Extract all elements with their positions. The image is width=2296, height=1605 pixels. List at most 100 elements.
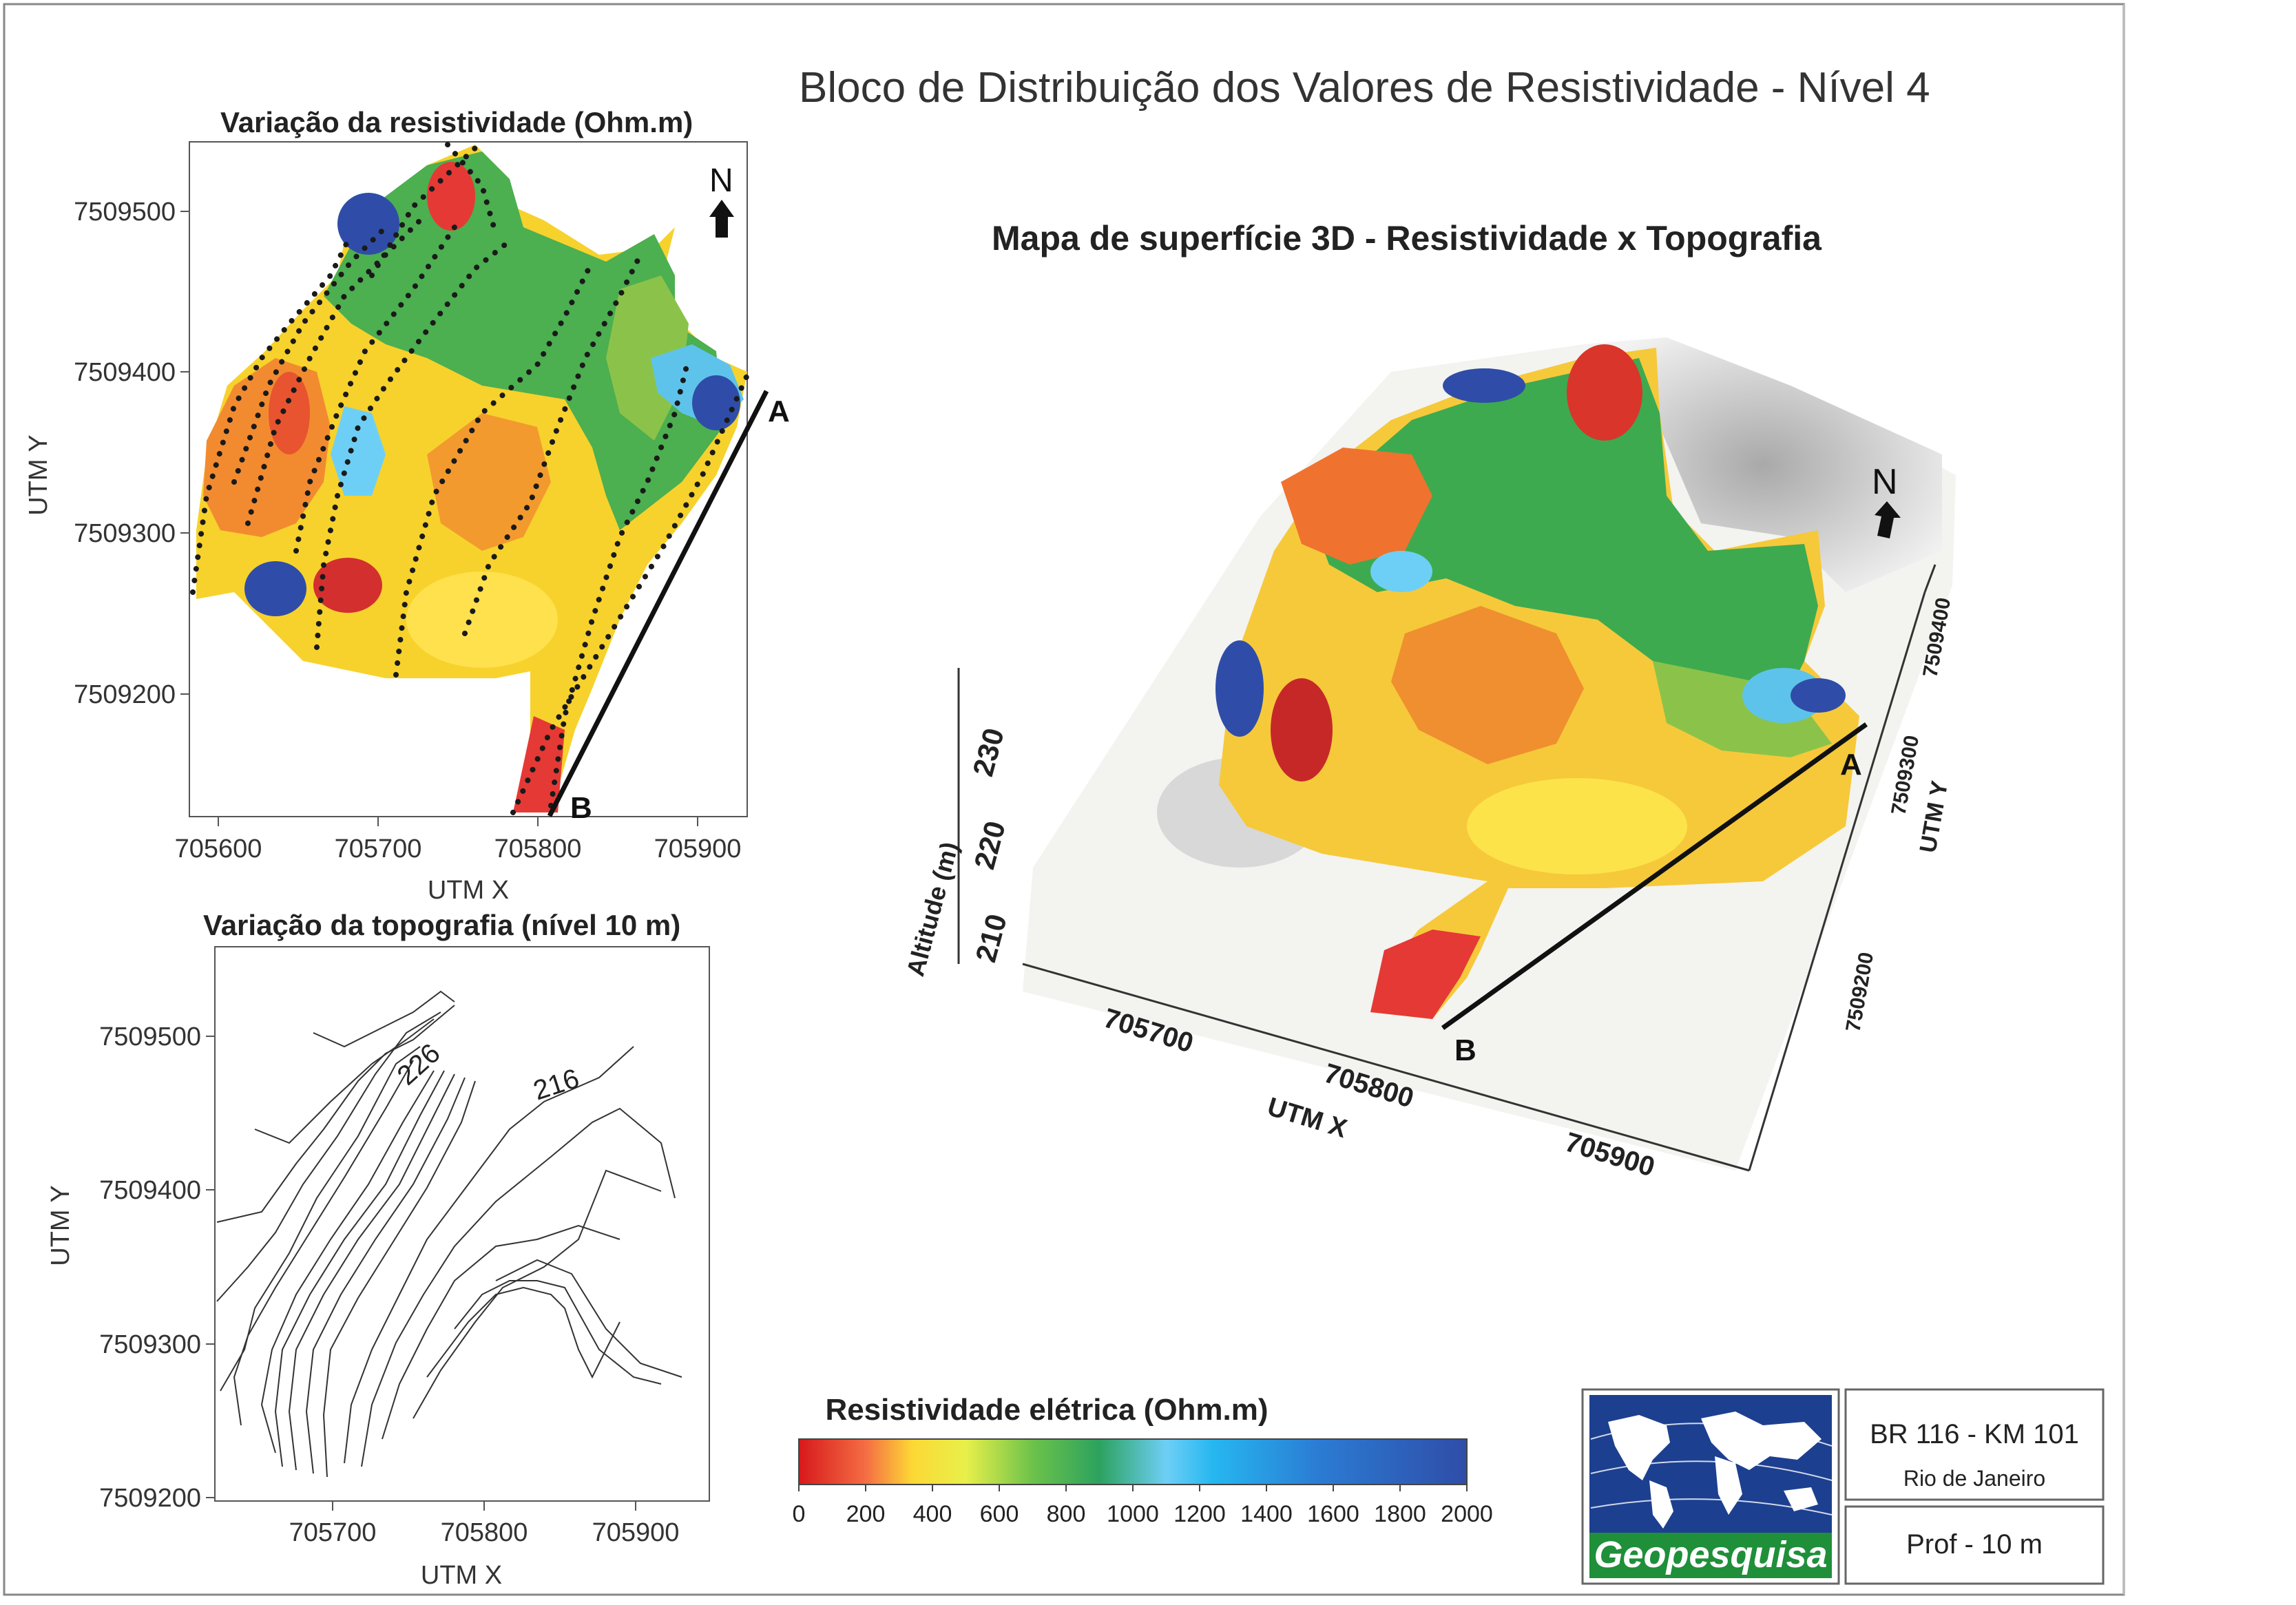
contour-line	[305, 1077, 466, 1474]
survey-line-9	[548, 355, 691, 808]
survey-line-5	[314, 238, 512, 650]
surface-y-tick-7509200: 7509200	[1841, 950, 1878, 1034]
title-block: Geopesquisa BR 116 - KM 101 Rio de Janei…	[1581, 1388, 2105, 1585]
contour-line	[254, 1018, 435, 1144]
resistivity-anomaly-blue-southwest	[244, 561, 306, 616]
surface-3d-green	[1308, 358, 1818, 689]
resistivity-map: Variação da resistividade (Ohm.m)	[24, 106, 790, 905]
topography-map-axis-ticks	[206, 1036, 636, 1511]
resistivity-map-title: Variação da resistividade (Ohm.m)	[220, 106, 693, 138]
topo-y-tick-7509500: 7509500	[99, 1022, 201, 1051]
topography-contours	[216, 990, 682, 1478]
colorbar-tick: 0	[793, 1501, 806, 1527]
resistivity-map-axis-ticks	[180, 211, 698, 826]
x-tick-705700: 705700	[335, 835, 422, 863]
contour-line	[361, 1107, 676, 1467]
z-tick-230: 230	[966, 724, 1010, 779]
depth-box	[1844, 1505, 2105, 1585]
colorbar-tick: 600	[980, 1501, 1019, 1527]
resistivity-anomaly-red-southwest	[313, 558, 382, 613]
x-axis-line	[1022, 963, 1750, 1172]
contour-line	[322, 1080, 476, 1478]
contour-line	[426, 1286, 620, 1379]
topo-y-tick-7509200: 7509200	[99, 1484, 201, 1513]
y-tick-7509500: 7509500	[74, 198, 176, 227]
profile-label-b: B	[570, 791, 592, 825]
resistivity-anomaly-red-west	[269, 372, 310, 454]
contour-line	[413, 1169, 662, 1419]
topo-x-tick-705700: 705700	[289, 1518, 377, 1547]
surface-3d: Mapa de superfície 3D - Resistividade x …	[901, 219, 1956, 1183]
surface-3d-yellow-south	[1467, 778, 1687, 874]
surface-3d-cyan	[1370, 551, 1432, 592]
survey-line-1	[190, 231, 354, 595]
logo-name-band	[1589, 1533, 1832, 1578]
survey-line-3	[245, 218, 423, 526]
project-name: BR 116 - KM 101	[1870, 1419, 2079, 1449]
contour-line	[313, 990, 455, 1048]
surface-north-arrow-icon	[1875, 501, 1901, 538]
colorbar-tick: 1200	[1173, 1501, 1226, 1527]
colorbar-tick: 1600	[1307, 1501, 1359, 1527]
surface-3d-lightgreen	[1653, 661, 1832, 757]
profile-label-a: A	[768, 395, 790, 428]
surface-y-axis-label: UTM Y	[1914, 779, 1953, 854]
surface-3d-red-south	[1370, 930, 1481, 1019]
colorbar-tick: 1400	[1240, 1501, 1293, 1527]
topo-y-tick-7509300: 7509300	[99, 1330, 201, 1359]
x-tick-705800: 705800	[494, 835, 582, 863]
resistivity-anomaly-blue-north	[337, 193, 399, 255]
topography-map-frame	[214, 946, 710, 1502]
topo-x-axis-label: UTM X	[421, 1561, 502, 1590]
contour-line	[216, 1005, 455, 1223]
survey-line-4	[293, 224, 457, 554]
surface-hill-shade	[1584, 337, 1942, 592]
surface-3d-blue-east	[1791, 678, 1846, 713]
colorbar: Resistividade elétrica (Ohm.m) 0 200 400…	[793, 1393, 1493, 1527]
y-tick-7509300: 7509300	[74, 519, 176, 548]
project-location: Rio de Janeiro	[1903, 1466, 2045, 1491]
surface-3d-colors	[1215, 344, 1859, 1019]
survey-lines	[190, 142, 750, 815]
contour-line	[233, 1060, 414, 1426]
x-tick-705600: 705600	[175, 835, 262, 863]
surface-label-b: B	[1454, 1034, 1476, 1067]
y-axis-label: UTM Y	[24, 434, 53, 516]
survey-line-8	[510, 373, 750, 815]
resistivity-zone-green	[324, 151, 723, 530]
surface-3d-title: Mapa de superfície 3D - Resistividade x …	[992, 219, 1822, 258]
contour-line	[495, 1259, 682, 1378]
y-axis-line-top	[1923, 564, 1937, 593]
surface-label-a: A	[1840, 748, 1862, 781]
surface-x-axis-label: UTM X	[1264, 1092, 1350, 1144]
resistivity-zone-yellow-south	[406, 571, 558, 668]
depth-label: Prof - 10 m	[1906, 1529, 2043, 1560]
z-tick-220: 220	[968, 817, 1012, 872]
north-arrow-icon	[709, 200, 734, 238]
surface-3d-orange-center	[1391, 606, 1584, 764]
contour-line	[220, 1046, 421, 1392]
surface-3d-axes	[957, 564, 1937, 1172]
contour-line	[216, 1011, 441, 1302]
surface-3d-red-north	[1567, 344, 1642, 441]
y-tick-7509400: 7509400	[74, 358, 176, 387]
contour-line	[274, 1070, 445, 1467]
y-axis-line	[1748, 591, 1926, 1171]
resistivity-anomaly-red-south	[513, 716, 565, 812]
colorbar-tick: 400	[913, 1501, 952, 1527]
colorbar-tick: 1800	[1374, 1501, 1426, 1527]
surface-3d-blue-west	[1215, 640, 1264, 737]
globe-grid-lines	[1590, 1423, 1833, 1515]
contour-line	[382, 1224, 620, 1440]
profile-line-ab	[547, 390, 769, 817]
surface-3d-red-west	[1271, 678, 1333, 781]
project-box	[1844, 1388, 2105, 1501]
colorbar-ramp	[798, 1438, 1468, 1485]
x-axis-label: UTM X	[428, 876, 509, 905]
topography-map-title: Variação da topografia (nível 10 m)	[203, 909, 680, 941]
z-axis-label: Altitude (m)	[901, 839, 963, 979]
topo-y-tick-7509400: 7509400	[99, 1176, 201, 1205]
colorbar-tick: 800	[1047, 1501, 1086, 1527]
logo-text: Geopesquisa	[1594, 1534, 1827, 1575]
